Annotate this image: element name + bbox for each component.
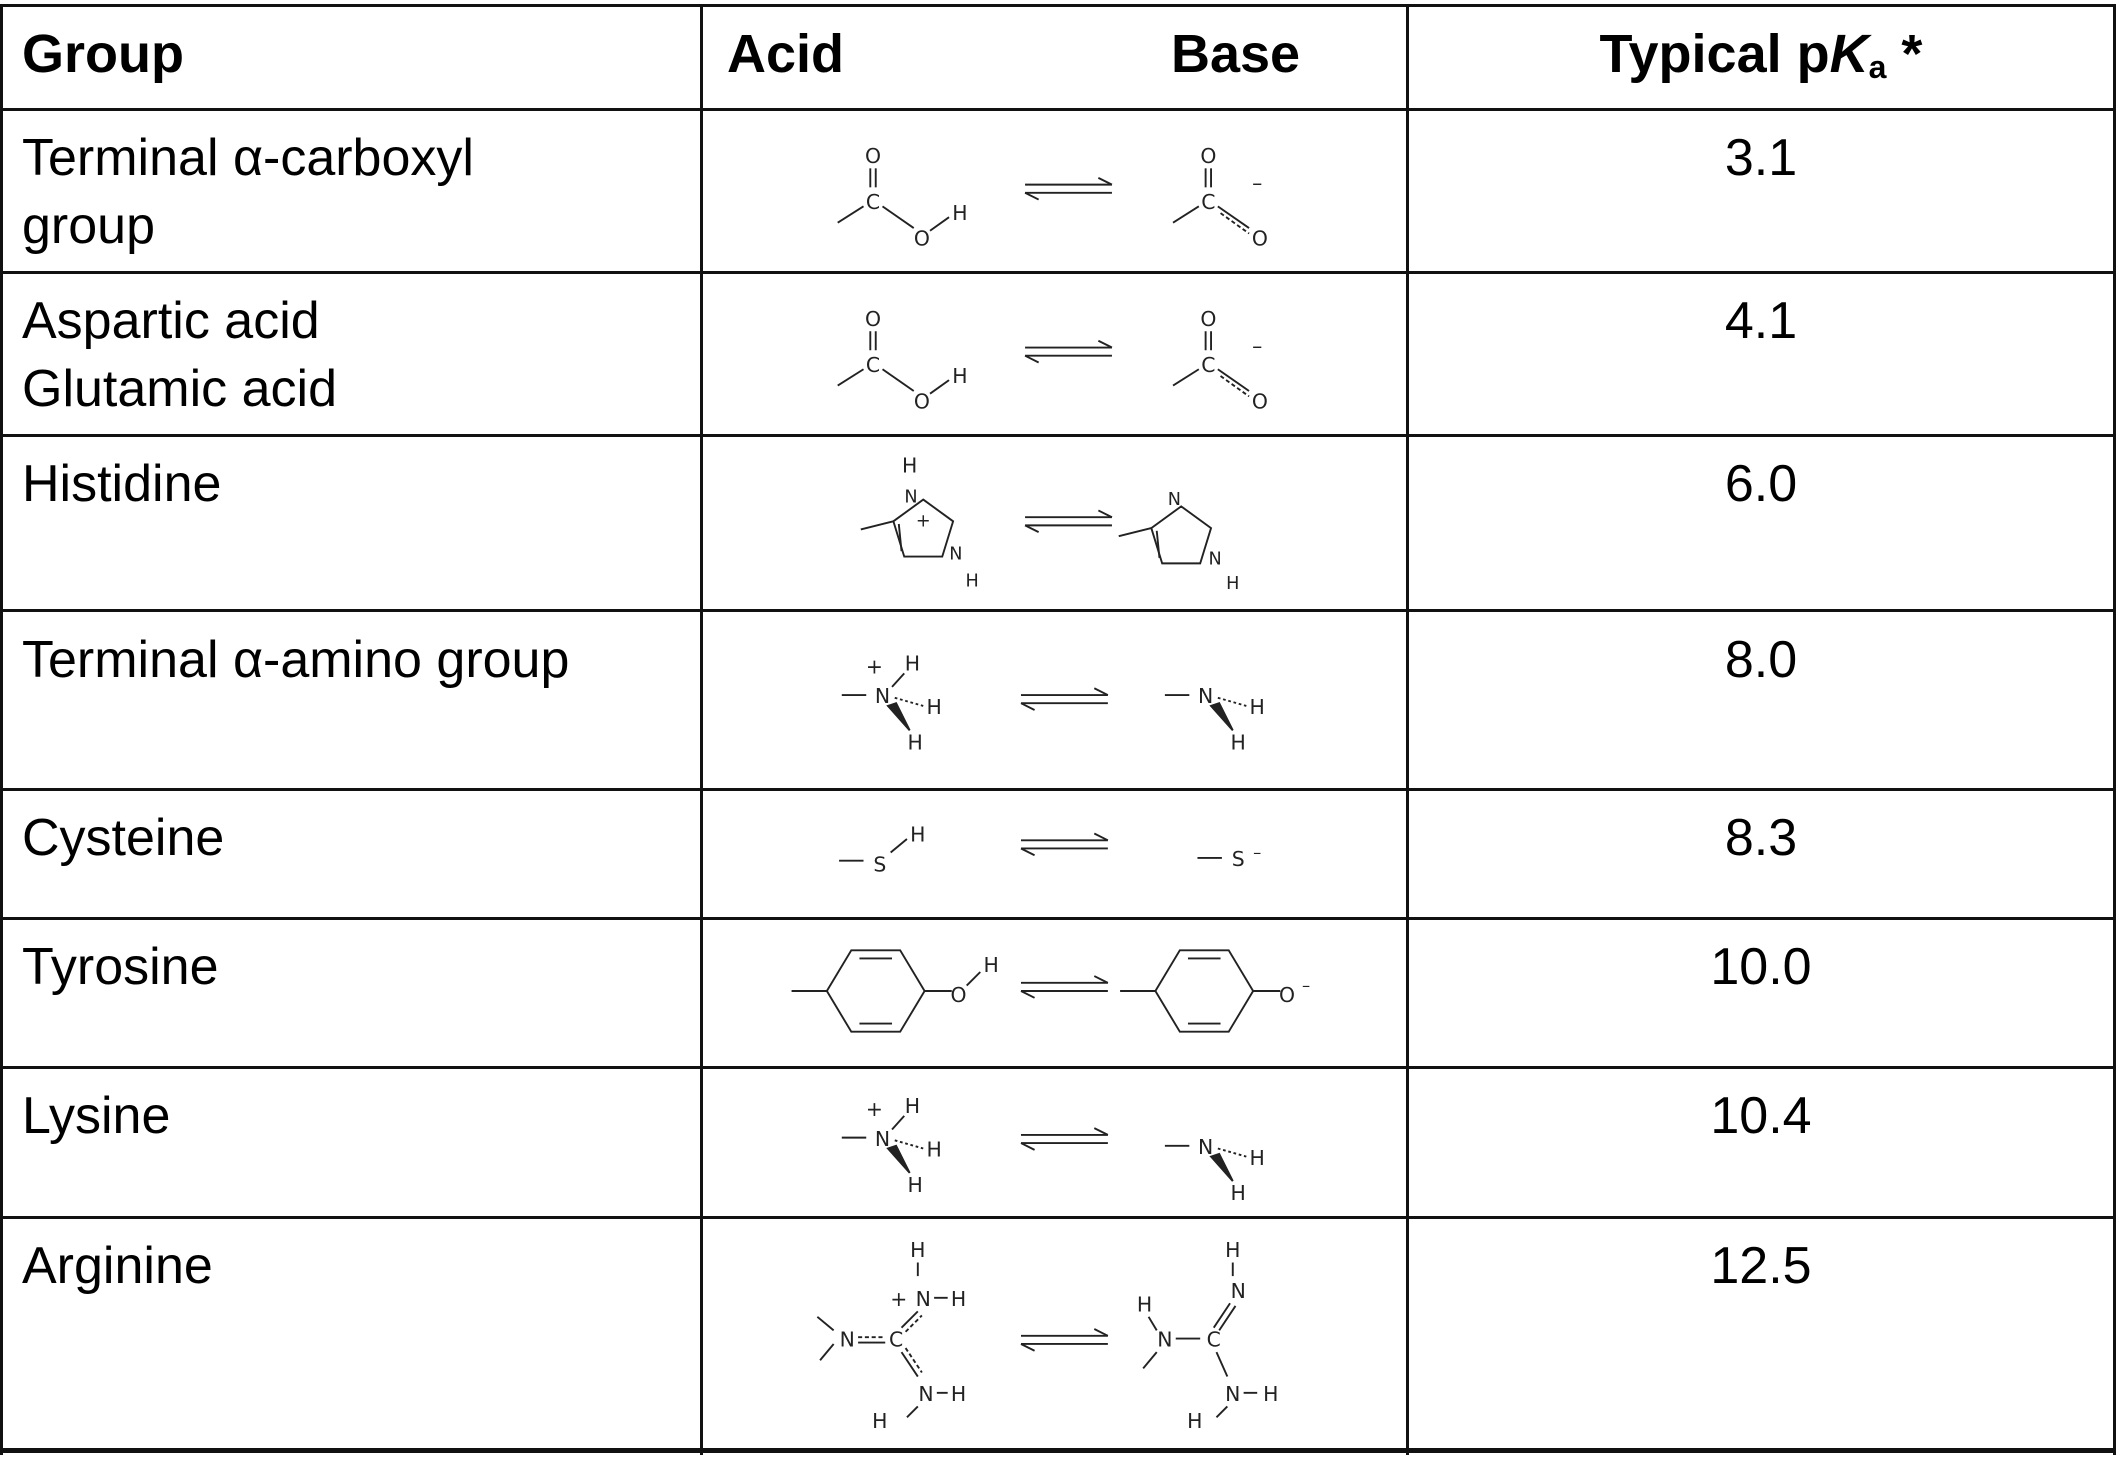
svg-text:H: H bbox=[872, 1409, 887, 1433]
row-pka: 3.1 bbox=[1724, 129, 1798, 187]
svg-text:H: H bbox=[951, 1382, 966, 1406]
row-group-name: Cysteine bbox=[22, 809, 225, 867]
svg-text:C: C bbox=[889, 1328, 903, 1352]
svg-text:H: H bbox=[965, 571, 978, 591]
header-pka: Typical pKa * bbox=[1407, 22, 2115, 99]
row-group-name: Terminal α-carboxyl group bbox=[22, 124, 692, 260]
header-pka-sub: a bbox=[1868, 49, 1887, 85]
group-line: Aspartic acid bbox=[22, 292, 320, 350]
svg-text:H: H bbox=[1187, 1409, 1202, 1433]
row-group-name: Terminal α-amino group bbox=[22, 631, 570, 689]
svg-text:N: N bbox=[1168, 490, 1181, 510]
table-border-bottom bbox=[0, 1448, 2116, 1453]
row-pka: 10.0 bbox=[1710, 938, 1812, 996]
svg-text:C: C bbox=[1207, 1328, 1221, 1352]
svg-text:N: N bbox=[918, 1382, 933, 1406]
row-divider bbox=[0, 108, 2116, 111]
column-divider bbox=[1406, 5, 1409, 1455]
column-divider bbox=[700, 5, 703, 1455]
svg-text:N: N bbox=[1157, 1328, 1172, 1352]
svg-text:N: N bbox=[904, 487, 917, 507]
row-pka: 8.0 bbox=[1724, 631, 1798, 689]
table-border-left bbox=[0, 5, 3, 1455]
svg-text:H: H bbox=[910, 823, 925, 847]
svg-text:H: H bbox=[983, 953, 998, 977]
svg-text:+: + bbox=[890, 1287, 907, 1311]
row-divider bbox=[0, 1216, 2116, 1219]
header-pka-suffix: * bbox=[1886, 24, 1923, 84]
svg-text:O: O bbox=[951, 983, 967, 1007]
row-group-name: Histidine bbox=[22, 455, 222, 513]
group-line: group bbox=[22, 197, 155, 255]
svg-text:H: H bbox=[951, 1287, 966, 1311]
row-divider bbox=[0, 1066, 2116, 1069]
row-group-name: Lysine bbox=[22, 1087, 171, 1145]
svg-text:H: H bbox=[902, 453, 917, 477]
svg-text:–: – bbox=[1253, 843, 1261, 862]
group-line: Terminal α-carboxyl bbox=[22, 129, 474, 187]
svg-text:H: H bbox=[1226, 574, 1239, 594]
svg-text:H: H bbox=[910, 1238, 925, 1262]
row-divider bbox=[0, 434, 2116, 437]
row-divider bbox=[0, 271, 2116, 274]
svg-text:N: N bbox=[1231, 1279, 1246, 1303]
svg-text:N: N bbox=[916, 1287, 931, 1311]
row-divider bbox=[0, 917, 2116, 920]
svg-text:N: N bbox=[840, 1328, 855, 1352]
svg-text:–: – bbox=[1302, 976, 1310, 995]
header-pka-prefix: Typical p bbox=[1599, 24, 1830, 84]
svg-text:H: H bbox=[1137, 1292, 1152, 1316]
row-divider bbox=[0, 609, 2116, 612]
header-base: Base bbox=[1171, 24, 1301, 84]
svg-text:S: S bbox=[873, 853, 886, 877]
svg-text:N: N bbox=[949, 544, 962, 564]
row-pka: 6.0 bbox=[1724, 455, 1798, 513]
row-group-name: Tyrosine bbox=[22, 938, 219, 996]
svg-text:O: O bbox=[1279, 983, 1295, 1007]
table-border-top bbox=[0, 4, 2116, 7]
row-group-name: Arginine bbox=[22, 1237, 213, 1295]
svg-text:H: H bbox=[1263, 1382, 1278, 1406]
row-group-name: Aspartic acid Glutamic acid bbox=[22, 287, 692, 423]
row-pka: 4.1 bbox=[1724, 292, 1798, 350]
header-pka-k: K bbox=[1829, 24, 1869, 84]
header-acid: Acid bbox=[727, 24, 845, 84]
row-pka: 12.5 bbox=[1710, 1237, 1812, 1295]
svg-text:+: + bbox=[916, 512, 931, 532]
group-line: Glutamic acid bbox=[22, 360, 337, 418]
svg-text:N: N bbox=[1225, 1382, 1240, 1406]
row-divider bbox=[0, 788, 2116, 791]
svg-text:H: H bbox=[1225, 1238, 1240, 1262]
header-group: Group bbox=[22, 24, 184, 84]
svg-text:S: S bbox=[1232, 847, 1245, 871]
svg-text:N: N bbox=[1209, 550, 1222, 570]
row-pka: 10.4 bbox=[1710, 1087, 1812, 1145]
row-pka: 8.3 bbox=[1724, 809, 1798, 867]
table-border-right bbox=[2113, 5, 2116, 1455]
